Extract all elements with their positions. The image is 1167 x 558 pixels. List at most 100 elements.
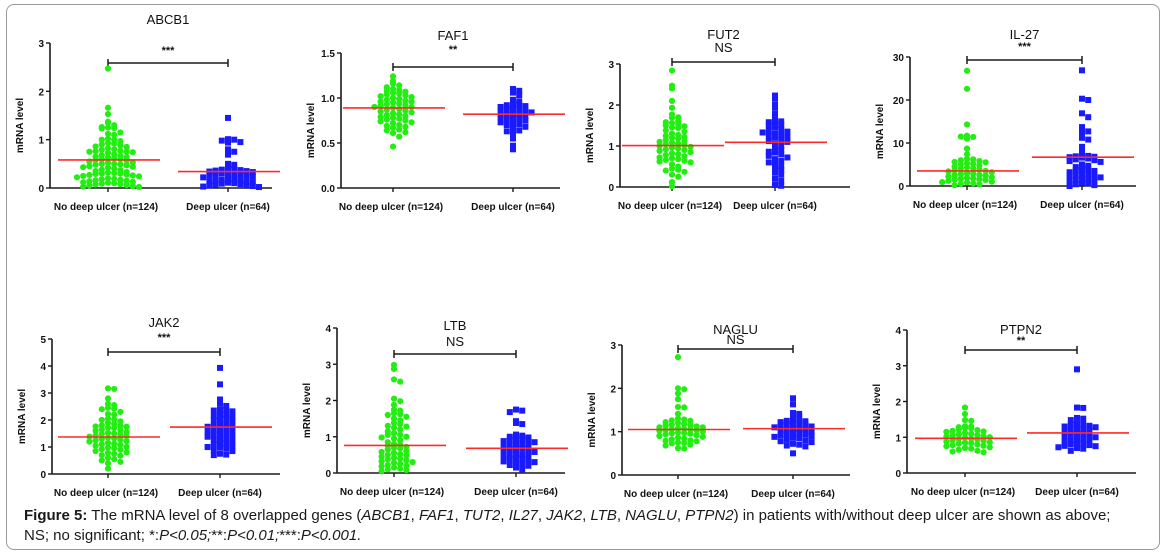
data-point bbox=[384, 466, 391, 473]
data-point bbox=[104, 465, 112, 472]
data-point bbox=[772, 169, 778, 176]
data-point bbox=[687, 437, 694, 444]
data-point bbox=[229, 438, 236, 445]
data-point bbox=[402, 102, 409, 109]
y-tick-label: 4 bbox=[895, 326, 901, 337]
data-point bbox=[1055, 444, 1062, 451]
data-point bbox=[397, 451, 404, 458]
data-point bbox=[1092, 443, 1099, 450]
data-point bbox=[1072, 166, 1079, 173]
data-point bbox=[1085, 180, 1092, 187]
data-point bbox=[396, 111, 403, 118]
data-point bbox=[210, 446, 217, 453]
data-point bbox=[403, 423, 410, 430]
data-point bbox=[1085, 97, 1092, 103]
y-tick-label: 4 bbox=[40, 362, 46, 373]
data-point bbox=[200, 174, 207, 181]
data-point bbox=[963, 67, 971, 74]
data-point bbox=[1079, 134, 1085, 141]
data-point bbox=[1072, 176, 1079, 183]
data-point bbox=[525, 437, 532, 444]
data-point bbox=[500, 438, 507, 445]
data-point bbox=[662, 437, 669, 444]
data-point bbox=[1086, 442, 1093, 449]
data-point bbox=[1091, 167, 1098, 174]
data-point bbox=[796, 415, 803, 422]
data-point bbox=[390, 415, 398, 422]
data-point bbox=[123, 437, 130, 445]
data-point bbox=[104, 444, 112, 451]
data-point bbox=[123, 423, 130, 430]
data-point bbox=[778, 125, 785, 132]
data-point bbox=[510, 135, 516, 142]
data-point bbox=[784, 128, 791, 135]
data-point bbox=[397, 398, 404, 405]
data-point bbox=[403, 457, 410, 464]
data-point bbox=[674, 415, 682, 422]
chart-title: LTB bbox=[444, 318, 467, 333]
data-point bbox=[519, 460, 526, 467]
data-point bbox=[802, 422, 809, 429]
y-axis-label: mRNA level bbox=[872, 384, 883, 439]
data-point bbox=[402, 117, 409, 124]
significance-label: *** bbox=[158, 332, 172, 344]
data-point bbox=[86, 163, 93, 170]
data-point bbox=[510, 125, 516, 132]
data-point bbox=[1072, 153, 1079, 160]
data-point bbox=[378, 448, 385, 456]
data-point bbox=[225, 160, 231, 167]
data-point bbox=[531, 439, 538, 446]
data-point bbox=[765, 119, 772, 126]
data-point bbox=[1072, 156, 1079, 163]
data-point bbox=[210, 422, 217, 429]
data-point bbox=[790, 401, 796, 408]
data-point bbox=[675, 145, 682, 152]
data-point bbox=[777, 427, 784, 434]
data-point bbox=[104, 439, 112, 447]
data-point bbox=[80, 179, 87, 186]
data-point bbox=[104, 175, 112, 182]
data-point bbox=[674, 354, 682, 361]
data-point bbox=[662, 442, 669, 449]
data-point bbox=[506, 451, 513, 458]
data-point bbox=[1080, 436, 1087, 443]
data-point bbox=[681, 445, 688, 452]
data-point bbox=[982, 176, 989, 184]
data-point bbox=[80, 172, 87, 180]
data-point bbox=[510, 100, 516, 107]
data-point bbox=[117, 138, 124, 145]
caption-gene: IL27 bbox=[508, 507, 538, 524]
data-point bbox=[796, 420, 803, 427]
data-point bbox=[396, 126, 403, 133]
data-point bbox=[389, 73, 397, 80]
data-point bbox=[980, 437, 987, 444]
data-point bbox=[111, 180, 118, 187]
data-point bbox=[256, 184, 262, 191]
data-point bbox=[389, 80, 397, 87]
y-axis-label: mRNA level bbox=[585, 108, 596, 163]
data-point bbox=[210, 407, 217, 414]
data-point bbox=[249, 183, 256, 190]
data-point bbox=[237, 177, 244, 184]
data-point bbox=[796, 430, 803, 437]
data-point bbox=[218, 170, 225, 177]
data-point bbox=[525, 457, 532, 464]
sig-p: P<0.001. bbox=[300, 527, 362, 544]
data-point bbox=[772, 175, 778, 182]
figure-panels: ABCB1 *** 0 1 2 3 mRNA level No deep ulcer (n=1… bbox=[15, 12, 1136, 500]
data-point bbox=[389, 110, 397, 117]
data-point bbox=[104, 419, 112, 426]
chart-title: PTPN2 bbox=[1000, 322, 1042, 337]
x-tick-label: No deep ulcer (n=124) bbox=[54, 202, 158, 213]
data-point bbox=[668, 124, 676, 131]
y-axis-label: mRNA level bbox=[587, 392, 598, 447]
data-point bbox=[117, 458, 124, 465]
data-point bbox=[397, 426, 404, 433]
chart-panel-ptpn2: PTPN2** 0 1 2 3 4 mRNA level No deep ulcer (n=1… bbox=[872, 322, 1136, 498]
data-point bbox=[383, 122, 390, 129]
data-point bbox=[1067, 417, 1074, 424]
data-point bbox=[1085, 162, 1092, 169]
data-point bbox=[675, 166, 682, 173]
data-point bbox=[1067, 431, 1074, 438]
data-point bbox=[206, 172, 213, 179]
